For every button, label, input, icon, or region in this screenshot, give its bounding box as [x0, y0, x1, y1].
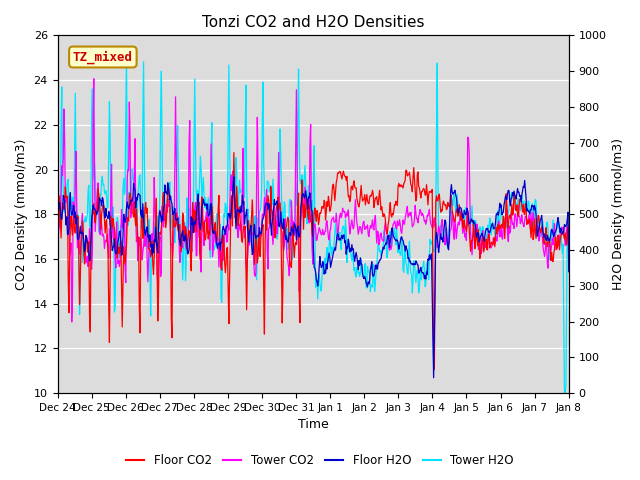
Legend: Floor CO2, Tower CO2, Floor H2O, Tower H2O: Floor CO2, Tower CO2, Floor H2O, Tower H… [122, 449, 518, 472]
Y-axis label: CO2 Density (mmol/m3): CO2 Density (mmol/m3) [15, 139, 28, 290]
Y-axis label: H2O Density (mmol/m3): H2O Density (mmol/m3) [612, 138, 625, 290]
X-axis label: Time: Time [298, 419, 328, 432]
Text: TZ_mixed: TZ_mixed [73, 50, 133, 64]
Title: Tonzi CO2 and H2O Densities: Tonzi CO2 and H2O Densities [202, 15, 424, 30]
